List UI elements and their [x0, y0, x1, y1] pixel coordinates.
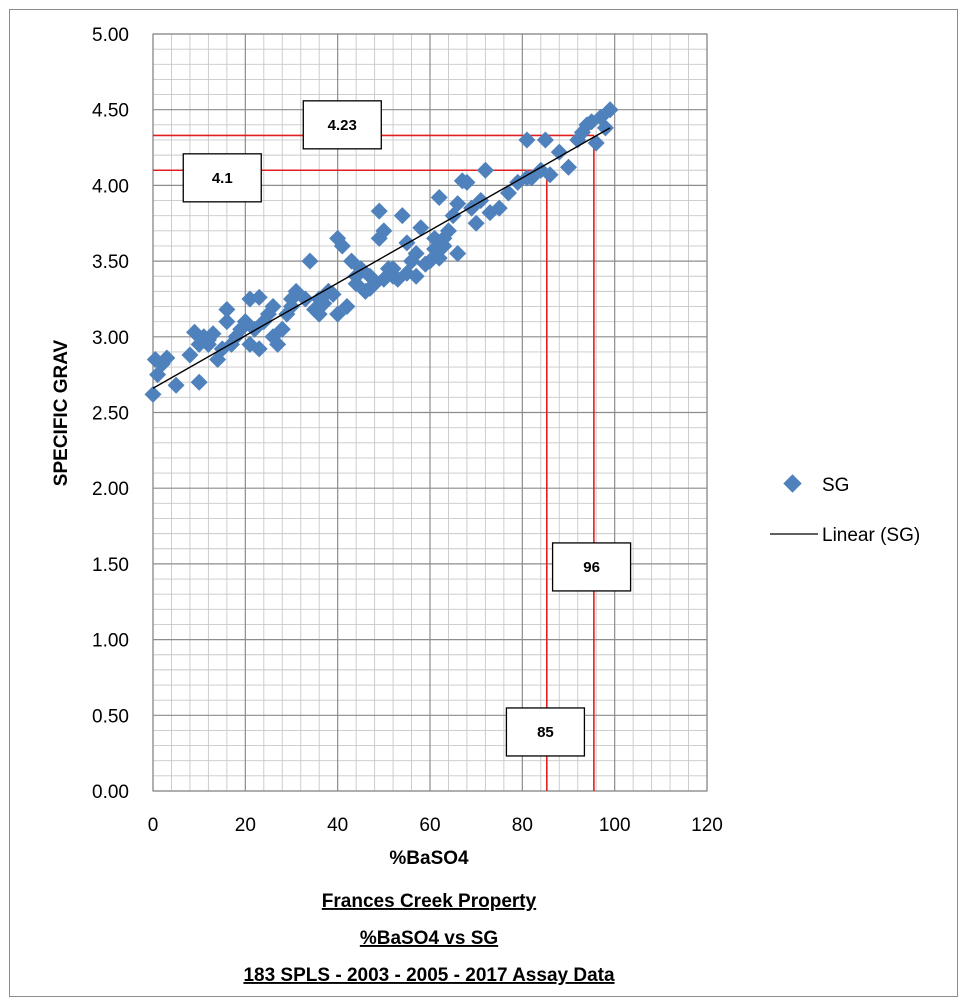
data-point — [430, 189, 448, 207]
legend-sg-marker-icon — [783, 474, 802, 493]
data-point — [407, 245, 425, 263]
x-tick-label: 100 — [599, 815, 631, 836]
data-point — [283, 290, 300, 308]
y-axis-title: SPECIFIC GRAV — [51, 339, 72, 486]
trendline-line — [152, 127, 611, 389]
data-point — [264, 328, 282, 346]
data-point — [384, 260, 402, 278]
data-point — [181, 346, 199, 364]
x-tick-label: 0 — [148, 815, 159, 836]
data-point — [458, 173, 476, 191]
data-point — [333, 237, 351, 255]
y-tick-label: 0.00 — [92, 782, 129, 803]
callout-box — [505, 707, 586, 757]
data-point — [144, 385, 162, 403]
data-point — [319, 282, 337, 300]
data-point — [199, 335, 217, 353]
data-point — [375, 270, 393, 288]
data-point — [370, 202, 388, 220]
callout-box — [551, 542, 632, 592]
legend-linear-label: Linear (SG) — [822, 525, 920, 546]
plot-area-border — [152, 33, 708, 792]
data-point — [601, 101, 619, 119]
data-point — [536, 131, 554, 149]
data-point — [416, 255, 434, 273]
data-point — [550, 143, 568, 161]
data-point — [426, 240, 444, 258]
x-tick-label: 40 — [327, 815, 348, 836]
data-point — [347, 267, 365, 285]
x-tick-label: 120 — [691, 815, 723, 836]
trendline — [152, 127, 611, 389]
callout-96: 96 — [551, 542, 632, 592]
x-tick-label: 60 — [419, 815, 440, 836]
data-point — [476, 161, 494, 179]
callout-label: 4.23 — [328, 117, 357, 134]
data-point — [412, 219, 430, 237]
data-point — [218, 313, 236, 331]
y-tick-label: 5.00 — [92, 25, 129, 46]
data-point — [518, 131, 536, 149]
legend-sg-label: SG — [822, 475, 849, 496]
y-tick-label: 2.00 — [92, 479, 129, 500]
y-tick-labels: 0.00 0.50 1.00 1.50 2.00 2.50 3.00 3.50 4.00 4.50… — [92, 25, 129, 803]
x-axis-title: %BaSO4 — [389, 848, 469, 869]
data-point — [449, 195, 467, 213]
caption-comparison: %BaSO4 vs SG — [360, 928, 498, 949]
data-point — [541, 166, 559, 184]
data-point — [490, 199, 508, 217]
callout-label: 96 — [583, 559, 600, 576]
major-gridlines — [152, 33, 708, 792]
data-point — [241, 335, 259, 353]
callout-label: 4.1 — [212, 170, 233, 187]
x-tick-label: 80 — [512, 815, 533, 836]
callout-box — [302, 100, 382, 150]
plot-area-rect — [152, 33, 708, 792]
y-tick-label: 0.50 — [92, 706, 129, 727]
data-point — [264, 298, 282, 316]
data-point — [407, 267, 425, 285]
data-point — [587, 134, 605, 152]
callout-box — [182, 153, 262, 203]
data-point — [301, 252, 319, 270]
data-point — [467, 214, 485, 232]
reference-lines — [153, 134, 595, 791]
data-point — [167, 376, 185, 394]
y-tick-label: 1.50 — [92, 555, 129, 576]
y-tick-label: 4.50 — [92, 101, 129, 122]
data-point — [560, 158, 577, 176]
x-tick-label: 20 — [235, 815, 256, 836]
legend: SG Linear (SG) — [770, 474, 920, 546]
y-tick-label: 3.00 — [92, 328, 129, 349]
data-point — [338, 298, 356, 316]
y-tick-label: 3.50 — [92, 252, 129, 273]
callouts: 4.23 4.1 96 85 — [182, 100, 632, 757]
callout-4.23: 4.23 — [302, 100, 382, 150]
y-tick-label: 2.50 — [92, 404, 129, 425]
callout-4.1: 4.1 — [182, 153, 262, 203]
caption-assay-data: 183 SPLS - 2003 - 2005 - 2017 Assay Data — [243, 965, 615, 986]
data-point — [158, 349, 176, 367]
data-point — [393, 207, 411, 225]
data-point — [218, 301, 236, 319]
data-point — [435, 229, 453, 247]
data-point — [250, 340, 268, 358]
data-point — [241, 290, 259, 308]
caption-property: Frances Creek Property — [322, 891, 537, 912]
sg-data-points — [144, 101, 619, 403]
data-point — [449, 245, 467, 263]
data-point — [361, 279, 379, 297]
data-point — [250, 288, 268, 306]
y-tick-label: 4.00 — [92, 176, 129, 197]
y-tick-label: 1.00 — [92, 631, 129, 652]
x-tick-labels: 0 20 40 60 80 100 120 — [148, 815, 723, 836]
data-point — [190, 373, 208, 391]
callout-label: 85 — [537, 724, 554, 741]
data-point — [472, 192, 490, 210]
data-point — [375, 222, 393, 240]
callout-85: 85 — [505, 707, 586, 757]
